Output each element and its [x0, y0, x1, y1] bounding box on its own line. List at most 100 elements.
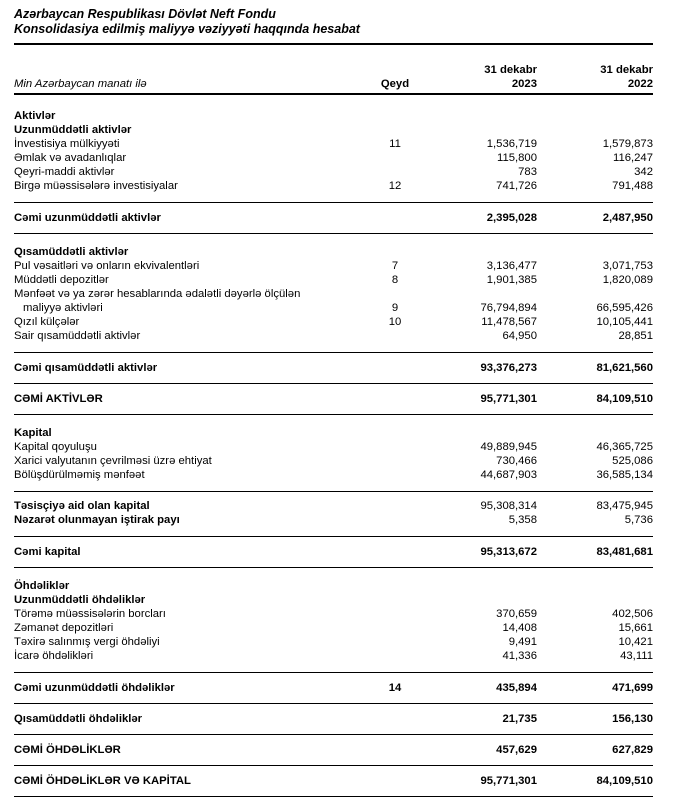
- row-value-2022: 156,130: [612, 713, 653, 725]
- row-note: 8: [391, 274, 399, 286]
- statement-row: İnvestisiya mülkiyyəti 11 1,536,719 1,579,8…: [14, 137, 653, 151]
- row-value-2022: [537, 579, 653, 593]
- row-label: Törəmə müəssisələrin borcları: [14, 608, 166, 620]
- row-value-2023: 95,771,301: [480, 775, 537, 787]
- row-value-2023: 5,358: [508, 514, 537, 526]
- row-value-2023: 44,687,903: [480, 469, 537, 481]
- section-gap: [14, 234, 653, 245]
- row-note: [367, 123, 423, 137]
- statement-row: Öhdəliklər: [14, 579, 653, 593]
- row-note: [367, 607, 423, 621]
- row-value-2023: 1,901,385: [486, 274, 537, 286]
- statement-row: Cəmi qısamüddətli aktivlər 93,376,273 81,6…: [14, 353, 653, 383]
- row-label: Xarici valyutanın çevrilməsi üzrə ehtiya…: [14, 455, 212, 467]
- row-value-2023: 783: [518, 166, 537, 178]
- row-note: [367, 635, 423, 649]
- row-label: Pul vəsaitləri və onların ekvivalentləri: [14, 260, 200, 272]
- statement-row: İcarə öhdəlikləri 41,336 43,111: [14, 649, 653, 663]
- row-note: [367, 426, 423, 440]
- statement-row: Qısamüddətli aktivlər: [14, 245, 653, 259]
- row-label: Qızıl külçələr: [14, 316, 80, 328]
- statement-row: Törəmə müəssisələrin borcları 370,659 402,…: [14, 607, 653, 621]
- table-header: Min Azərbaycan manatı ilə Qeyd 31 dekabr…: [14, 63, 653, 95]
- row-value-2022: 402,506: [612, 608, 653, 620]
- row-value-2022: 342: [634, 166, 653, 178]
- row-value-2022: 1,579,873: [602, 138, 653, 150]
- row-label: Sair qısamüddətli aktivlər: [14, 330, 141, 342]
- row-label: Öhdəliklər: [14, 580, 70, 592]
- row-note: [367, 109, 423, 123]
- row-value-2022: 43,111: [620, 650, 653, 662]
- report-subtitle: Konsolidasiya edilmiş maliyyə vəziyyəti …: [14, 22, 360, 36]
- row-note: [367, 545, 423, 559]
- statement-row: Birgə müəssisələrə investisiyalar 12 741,7…: [14, 179, 653, 193]
- row-note: [367, 513, 423, 527]
- section-gap: [14, 415, 653, 426]
- column-header-2022: 31 dekabr 2022: [537, 63, 653, 91]
- horizontal-rule: [14, 567, 653, 568]
- row-label: İnvestisiya mülkiyyəti: [14, 138, 120, 150]
- row-label: Zəmanət depozitləri: [14, 622, 114, 634]
- row-note: [367, 329, 423, 343]
- row-value-2023: 95,308,314: [480, 500, 537, 512]
- horizontal-rule: [14, 765, 653, 766]
- row-value-2023: 14,408: [502, 622, 537, 634]
- horizontal-rule: [14, 414, 653, 415]
- row-value-2023: [423, 123, 537, 137]
- statement-row: Nəzarət olunmayan iştirak payı 5,358 5,736: [14, 513, 653, 527]
- row-label: Kapital qoyuluşu: [14, 441, 97, 453]
- row-value-2023: [423, 245, 537, 259]
- row-note: [367, 621, 423, 635]
- row-value-2022: [537, 245, 653, 259]
- row-value-2022: 2,487,950: [602, 212, 653, 224]
- row-label: CƏMİ AKTİVLƏR: [14, 393, 103, 405]
- row-value-2023: 49,889,945: [480, 441, 537, 453]
- statement-rows: Aktivlər Uzunmüddətli aktivlər İnvestisiya…: [14, 95, 653, 797]
- row-value-2022: 471,699: [612, 682, 653, 694]
- statement-row: Qeyri-maddi aktivlər 783 342: [14, 165, 653, 179]
- row-value-2022: 36,585,134: [596, 469, 653, 481]
- row-value-2022: 791,488: [612, 180, 653, 192]
- row-label: Qeyri-maddi aktivlər: [14, 166, 115, 178]
- row-value-2022: 5,736: [624, 514, 653, 526]
- column-header-2023-line2: 2023: [511, 78, 537, 90]
- row-value-2023: 95,771,301: [480, 393, 537, 405]
- statement-row: CƏMİ AKTİVLƏR 95,771,301 84,109,510: [14, 384, 653, 414]
- row-value-2022: 28,851: [618, 330, 653, 342]
- row-value-2023: [423, 287, 537, 301]
- row-value-2023: 115,800: [497, 152, 537, 164]
- row-value-2022: 10,105,441: [596, 316, 653, 328]
- row-label: Qısamüddətli öhdəliklər: [14, 713, 143, 725]
- row-value-2022: 84,109,510: [596, 393, 653, 405]
- row-label: Təxirə salınmış vergi öhdəliyi: [14, 636, 160, 648]
- row-note: [367, 499, 423, 513]
- row-note: [367, 151, 423, 165]
- row-note: [367, 743, 423, 757]
- row-value-2022: 84,109,510: [596, 775, 653, 787]
- statement-row: Bölüşdürülməmiş mənfəət 44,687,903 36,585,…: [14, 468, 653, 482]
- statement-row: Cəmi kapital 95,313,672 83,481,681: [14, 537, 653, 567]
- row-note: [367, 245, 423, 259]
- row-value-2022: 627,829: [612, 744, 653, 756]
- row-value-2023: 2,395,028: [486, 212, 537, 224]
- column-header-2023: 31 dekabr 2023: [423, 63, 537, 91]
- row-value-2022: [537, 123, 653, 137]
- row-value-2023: 11,478,567: [481, 316, 537, 328]
- row-note: 7: [391, 260, 399, 272]
- statement-row: Müddətli depozitlər 8 1,901,385 1,820,089: [14, 273, 653, 287]
- row-label: Bölüşdürülməmiş mənfəət: [14, 469, 145, 481]
- row-label: maliyyə aktivləri: [23, 302, 103, 314]
- row-value-2022: 66,595,426: [596, 302, 653, 314]
- row-note: [367, 211, 423, 225]
- row-value-2023: 41,336: [502, 650, 537, 662]
- statement-row: Qızıl külçələr 10 11,478,567 10,105,441: [14, 315, 653, 329]
- row-value-2023: 435,894: [496, 682, 537, 694]
- statement-row: Sair qısamüddətli aktivlər 64,950 28,851: [14, 329, 653, 343]
- unit-note-label: Min Azərbaycan manatı ilə: [14, 78, 147, 90]
- row-label: Cəmi kapital: [14, 546, 81, 558]
- row-value-2022: [537, 109, 653, 123]
- row-note: [367, 468, 423, 482]
- row-note: [367, 361, 423, 375]
- column-header-note: Qeyd: [380, 78, 410, 90]
- statement-row: Uzunmüddətli öhdəliklər: [14, 593, 653, 607]
